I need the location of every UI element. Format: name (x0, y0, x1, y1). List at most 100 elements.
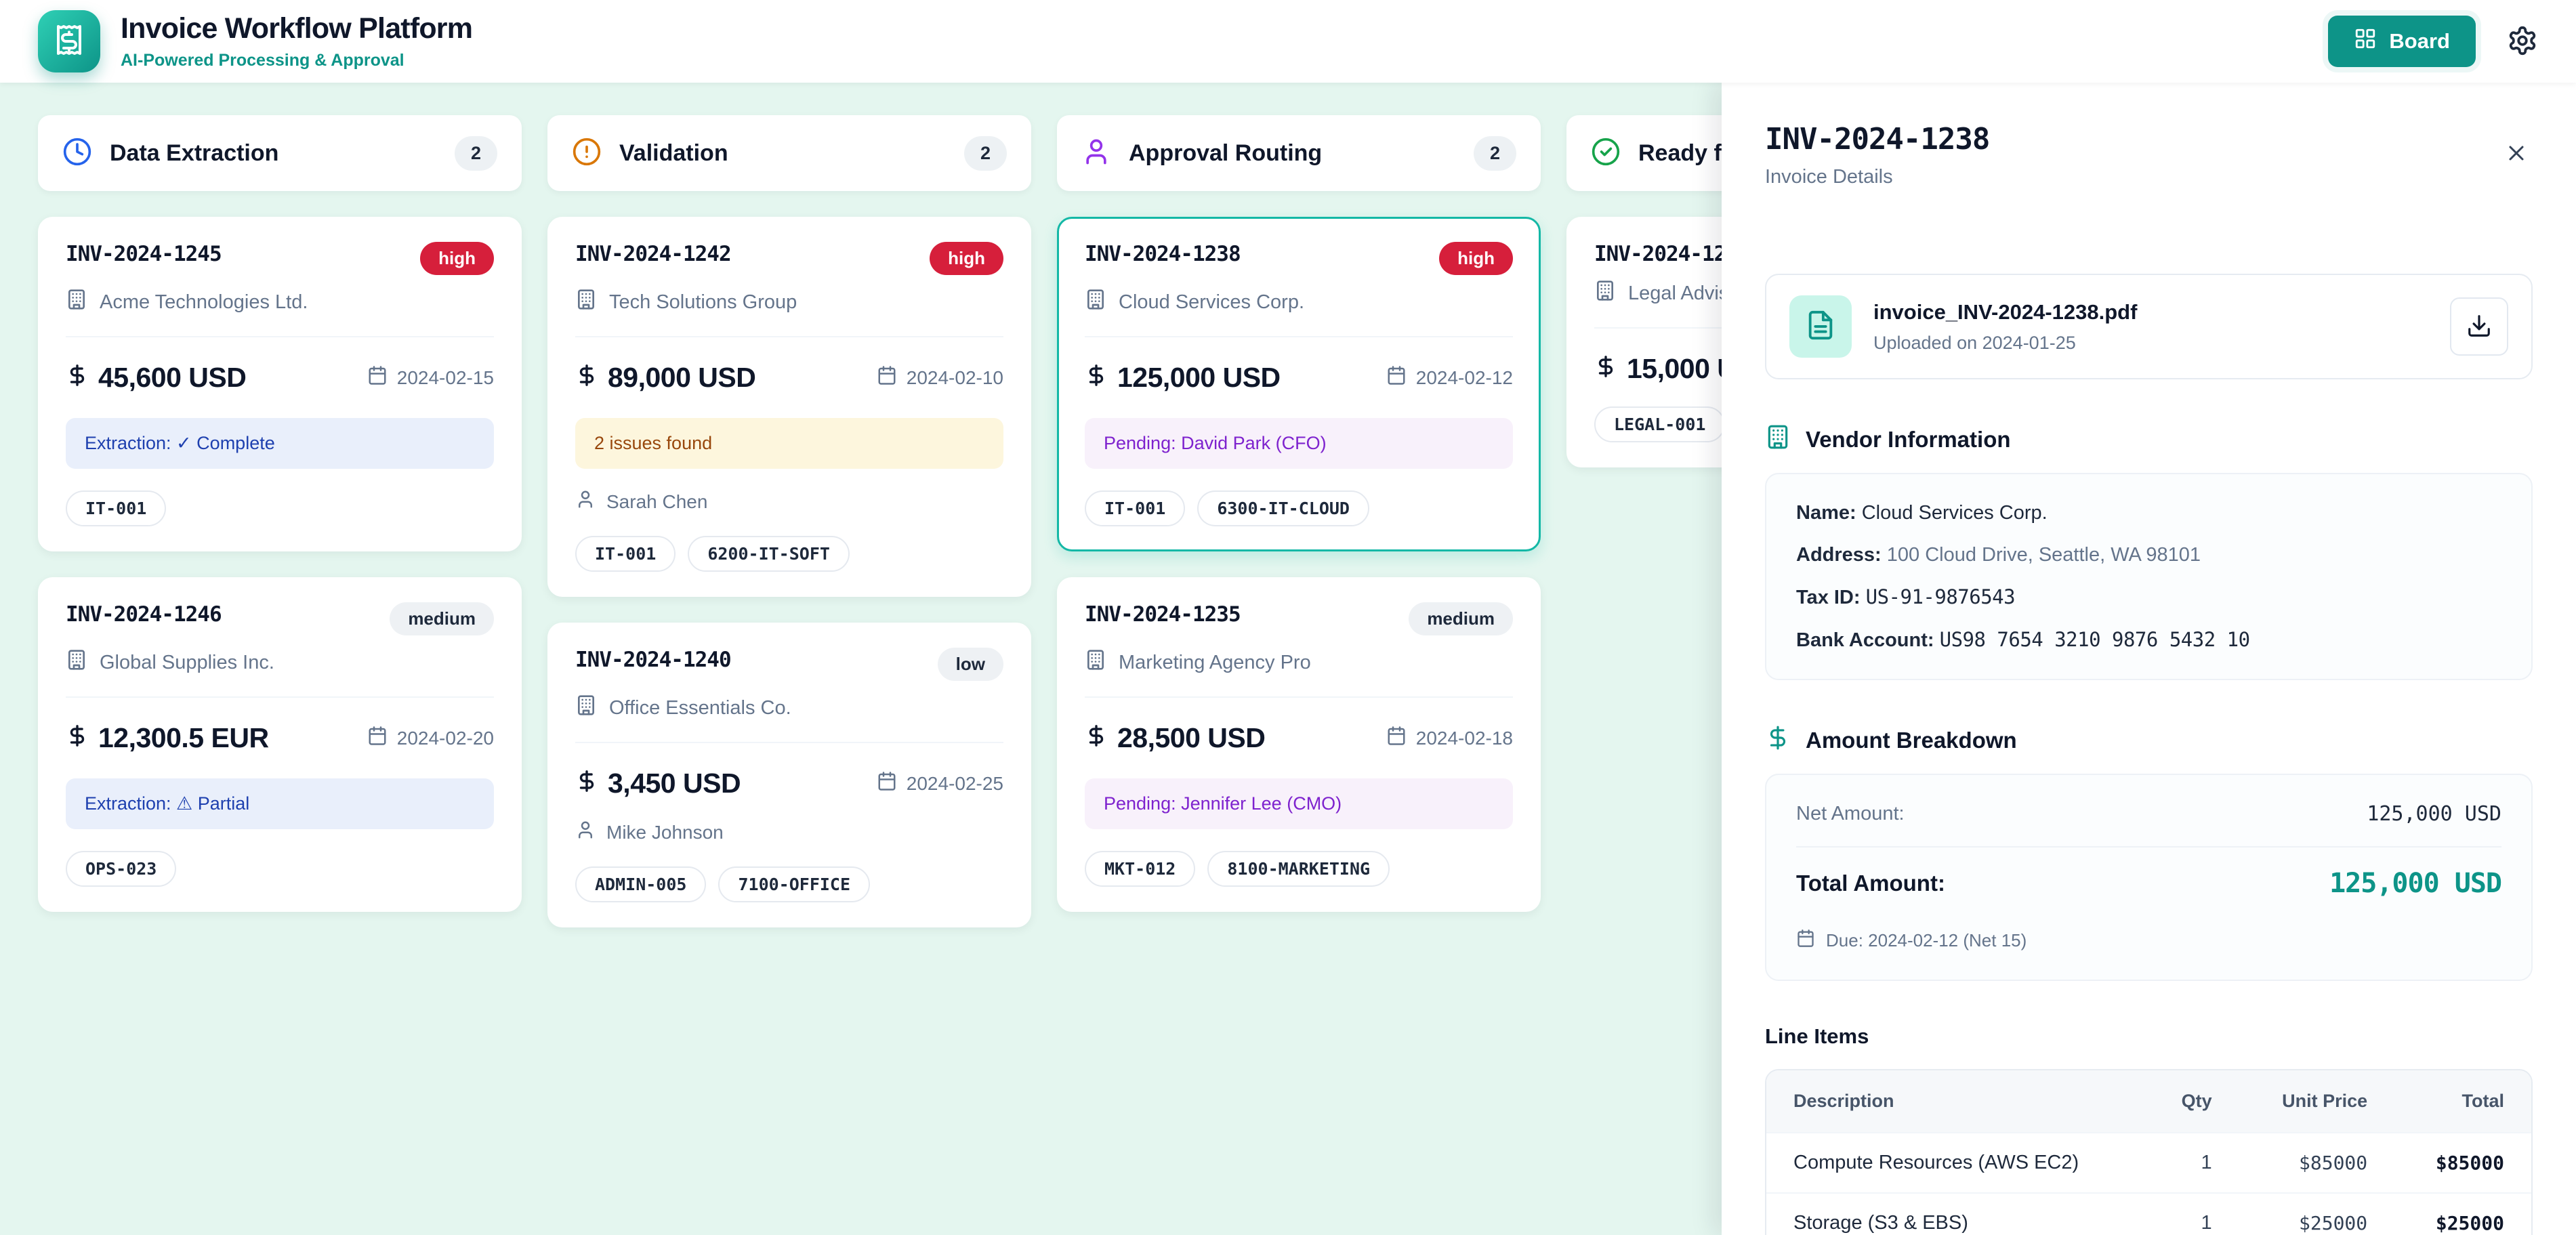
invoice-card-INV-2024-1245[interactable]: INV-2024-1245 high Acme Technologies Ltd. 4… (38, 217, 522, 551)
card-divider (1085, 696, 1513, 698)
calendar-icon (1386, 365, 1407, 390)
invoice-amount: 89,000 USD (608, 362, 756, 393)
building-icon (575, 694, 597, 721)
app-header: Invoice Workflow Platform AI-Powered Pro… (0, 0, 2576, 83)
tag-6300-IT-CLOUD: 6300-IT-CLOUD (1197, 490, 1369, 526)
invoice-card-INV-2024-1246[interactable]: INV-2024-1246 medium Global Supplies Inc. 1… (38, 577, 522, 912)
card-divider (575, 336, 1003, 337)
calendar-icon (877, 771, 897, 796)
table-cell: 1 (2144, 1132, 2239, 1193)
tag-LEGAL-001: LEGAL-001 (1594, 406, 1726, 442)
building-icon (66, 649, 87, 676)
dollar-icon (66, 722, 89, 754)
dollar-icon (1085, 362, 1108, 394)
invoice-amount: 45,600 USD (98, 362, 247, 393)
amount-row: 28,500 USD 2024-02-18 (1085, 722, 1513, 754)
due-date: 2024-02-25 (877, 771, 1003, 796)
tag-OPS-023: OPS-023 (66, 851, 177, 887)
column-count-badge: 2 (454, 135, 497, 171)
tag-IT-001: IT-001 (66, 490, 167, 526)
status-box: Pending: Jennifer Lee (CMO) (1085, 778, 1513, 829)
calendar-icon (367, 726, 388, 751)
dollar-icon (575, 362, 598, 394)
board-view-button[interactable]: Board (2328, 16, 2476, 67)
vendor-bank-line: Bank Account: US98 7654 3210 9876 5432 1… (1796, 628, 2501, 652)
amount-row: 12,300.5 EUR 2024-02-20 (66, 722, 494, 754)
assignee-row: Sarah Chen (575, 489, 1003, 514)
table-cell: 1 (2144, 1192, 2239, 1235)
invoice-id: INV-2024-1242 (575, 242, 732, 266)
invoice-id: INV-2024-1238 (1085, 242, 1241, 266)
due-date: 2024-02-12 (1386, 365, 1513, 390)
column-header: Validation 2 (547, 115, 1031, 191)
vendor-row: Tech Solutions Group (575, 289, 1003, 316)
calendar-icon (367, 365, 388, 390)
attachment-filename: invoice_INV-2024-1238.pdf (1873, 299, 2138, 324)
vendor-tax-line: Tax ID: US-91-9876543 (1796, 585, 2501, 609)
total-amount-label: Total Amount: (1796, 871, 1945, 896)
dollar-icon (575, 768, 598, 799)
amount-breakdown-card: Net Amount: 125,000 USD Total Amount: 12… (1765, 774, 2533, 981)
table-cell: $25000 (2394, 1192, 2531, 1235)
invoice-amount: 12,300.5 EUR (98, 722, 269, 753)
due-date-row: Due: 2024-02-12 (Net 15) (1796, 929, 2501, 953)
vendor-address-value: 100 Cloud Drive, Seattle, WA 98101 (1886, 544, 2201, 566)
column-count-badge: 2 (963, 135, 1007, 171)
line-items-table: Description Qty Unit Price Total Compute Re… (1766, 1070, 2531, 1235)
vendor-name: Office Essentials Co. (609, 696, 791, 719)
column-approval-routing: Approval Routing 2 INV-2024-1238 high Cloud … (1057, 115, 1541, 1202)
building-icon (1085, 649, 1106, 676)
status-box: Pending: David Park (CFO) (1085, 418, 1513, 469)
user-icon (575, 489, 596, 514)
gear-icon (2507, 25, 2538, 58)
download-button[interactable] (2450, 297, 2508, 356)
table-cell: $25000 (2239, 1192, 2395, 1235)
panel-subtitle: Invoice Details (1765, 166, 1893, 188)
calendar-icon (1796, 929, 1815, 953)
invoice-card-INV-2024-1238[interactable]: INV-2024-1238 high Cloud Services Corp. 125… (1057, 217, 1541, 551)
table-cell: $85000 (2394, 1132, 2531, 1193)
tags-row: IT-001 6200-IT-SOFT (575, 536, 1003, 572)
tag-7100-OFFICE: 7100-OFFICE (718, 866, 871, 902)
layout-grid-icon (2354, 27, 2377, 56)
invoice-card-INV-2024-1240[interactable]: INV-2024-1240 low Office Essentials Co. 3,4… (547, 623, 1031, 927)
dollar-icon (1594, 353, 1617, 385)
vendor-name-value: Cloud Services Corp. (1861, 502, 2048, 524)
vendor-row: Cloud Services Corp. (1085, 289, 1513, 316)
board-button-label: Board (2389, 29, 2450, 53)
card-divider (66, 336, 494, 337)
card-divider (575, 742, 1003, 743)
building-icon (1765, 424, 1791, 455)
close-panel-button[interactable] (2504, 141, 2529, 167)
vendor-tax-label: Tax ID: (1796, 587, 1861, 608)
invoice-card-INV-2024-1242[interactable]: INV-2024-1242 high Tech Solutions Group 89,… (547, 217, 1031, 597)
amount-row: 125,000 USD 2024-02-12 (1085, 362, 1513, 394)
column-data-extraction: Data Extraction 2 INV-2024-1245 high Acme Te… (38, 115, 522, 1202)
tags-row: IT-001 6300-IT-CLOUD (1085, 490, 1513, 526)
table-cell: Compute Resources (AWS EC2) (1766, 1132, 2145, 1193)
vendor-row: Acme Technologies Ltd. (66, 289, 494, 316)
dollar-icon (1085, 722, 1108, 754)
invoice-id: INV-2024-1235 (1085, 602, 1241, 627)
vendor-address-line: Address: 100 Cloud Drive, Seattle, WA 98… (1796, 543, 2501, 566)
table-row: Compute Resources (AWS EC2) 1 $85000 $85000 (1766, 1132, 2531, 1193)
page-title: Invoice Workflow Platform (121, 12, 473, 45)
priority-badge: medium (1409, 602, 1513, 635)
settings-button[interactable] (2507, 25, 2538, 58)
attachment-card[interactable]: invoice_INV-2024-1238.pdf Uploaded on 20… (1765, 274, 2533, 379)
amount-heading-label: Amount Breakdown (1806, 728, 2017, 753)
due-date-text: Due: 2024-02-12 (Net 15) (1826, 930, 2027, 950)
tag-6200-IT-SOFT: 6200-IT-SOFT (688, 536, 850, 572)
vendor-name: Tech Solutions Group (609, 291, 797, 313)
invoice-id: INV-2024-1246 (66, 602, 222, 627)
vendor-name: Marketing Agency Pro (1119, 651, 1311, 673)
due-date: 2024-02-18 (1386, 726, 1513, 751)
card-divider (66, 696, 494, 698)
invoice-card-INV-2024-1235[interactable]: INV-2024-1235 medium Marketing Agency Pro 2… (1057, 577, 1541, 912)
vendor-name-label: Name: (1796, 502, 1856, 524)
amount-row: 45,600 USD 2024-02-15 (66, 362, 494, 394)
close-icon (2504, 141, 2529, 167)
vendor-name: Cloud Services Corp. (1119, 291, 1304, 313)
vendor-name-line: Name: Cloud Services Corp. (1796, 501, 2501, 524)
file-text-icon (1805, 310, 1836, 344)
